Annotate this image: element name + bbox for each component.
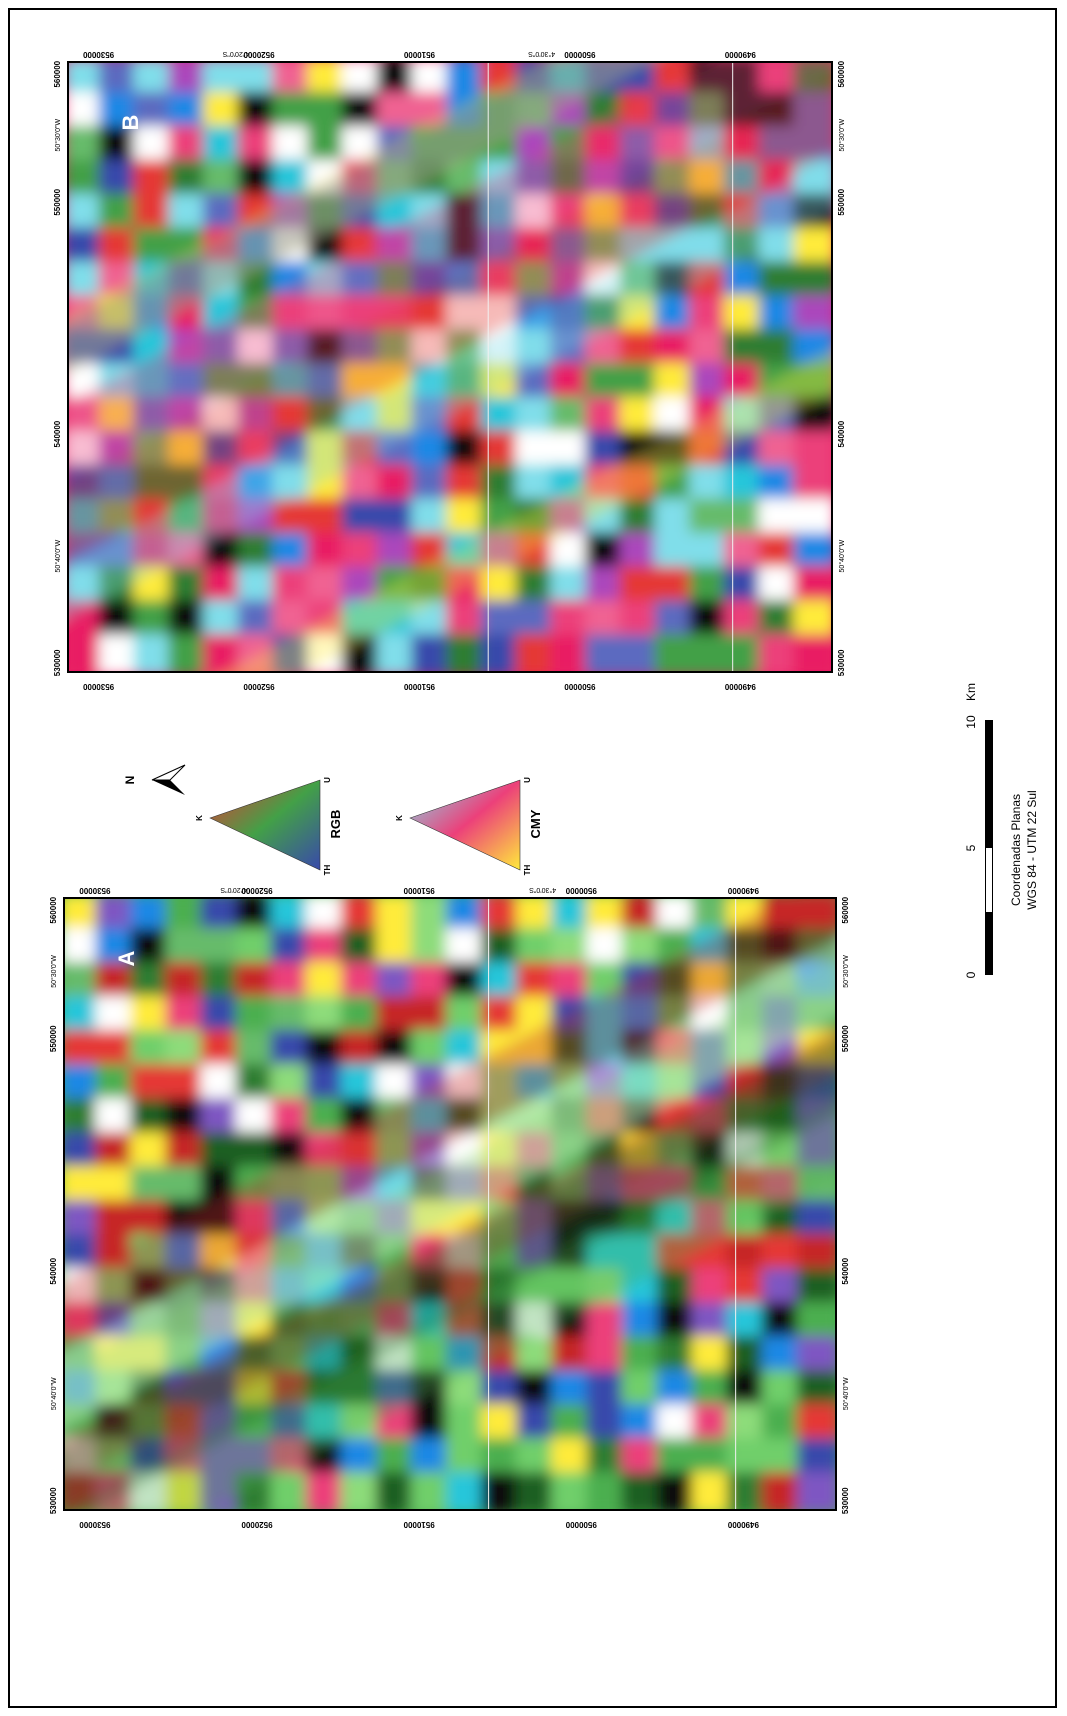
easting-label: 550000 [49, 1025, 58, 1052]
northing-label: 9490000 [727, 1520, 759, 1529]
easting-label: 560000 [53, 60, 62, 87]
longitude-label: 50°30'0"W [54, 118, 62, 151]
easting-label: 560000 [49, 896, 58, 923]
longitude-label: 50°30'0"W [842, 955, 850, 988]
easting-label: 540000 [49, 1257, 58, 1284]
rgb-legend: K TH U RGB [195, 777, 343, 875]
longitude-label: 50°40'0"W [838, 539, 846, 572]
north-letter: N [123, 776, 137, 785]
northing-label: 9530000 [82, 682, 114, 691]
cmy-title: CMY [528, 809, 543, 838]
rgb-apex-th: TH [323, 864, 332, 875]
northing-label: 9500000 [564, 682, 596, 691]
northing-label: 9520000 [243, 682, 275, 691]
cmy-apex-th: TH [523, 864, 532, 875]
longitude-label: 50°40'0"W [54, 539, 62, 572]
easting-label: 560000 [837, 60, 846, 87]
projection-line-2: WGS 84 - UTM 22 Sul [1025, 790, 1039, 909]
easting-label: 530000 [837, 649, 846, 676]
easting-label: 530000 [841, 1487, 850, 1514]
scale-bar: 0 5 10 Km [964, 683, 993, 978]
northing-label: 9510000 [403, 682, 435, 691]
northing-label: 9490000 [724, 50, 756, 59]
panel-a-border [63, 897, 837, 1511]
northing-label: 9510000 [403, 50, 435, 59]
easting-label: 550000 [53, 188, 62, 215]
easting-label: 540000 [837, 420, 846, 447]
northing-label: 9510000 [403, 1520, 435, 1529]
easting-label: 550000 [841, 1025, 850, 1052]
longitude-label: 50°40'0"W [842, 1377, 850, 1410]
longitude-label: 50°30'0"W [838, 118, 846, 151]
projection-line-1: Coordenadas Planas [1009, 794, 1023, 906]
northing-label: 9490000 [724, 682, 756, 691]
northing-label: 9500000 [564, 50, 596, 59]
easting-label: 540000 [53, 420, 62, 447]
panel-b-imagery [68, 62, 832, 672]
northing-label: 9530000 [79, 886, 111, 895]
latitude-label: 4°30'0"S [528, 50, 555, 58]
easting-label: 530000 [53, 649, 62, 676]
panel-a-imagery [64, 898, 836, 1510]
northing-label: 9510000 [403, 886, 435, 895]
panel-b-label: B [118, 115, 143, 131]
north-arrow: N [123, 764, 186, 795]
northing-label: 9490000 [727, 886, 759, 895]
panel-a-label: A [114, 951, 139, 967]
scale-unit: Km [964, 683, 978, 701]
latitude-label: 4°30'0"S [529, 886, 556, 894]
scale-tick: 0 [964, 971, 978, 978]
northing-label: 9520000 [241, 1520, 273, 1529]
cmy-apex-k: K [395, 815, 404, 821]
scale-tick: 5 [964, 844, 978, 851]
panel-a: A 9530000 9530000 9520000 9520000 9510000 9510… [49, 886, 850, 1529]
northing-label: 9530000 [79, 1520, 111, 1529]
panel-b-border [67, 61, 833, 673]
scale-tick: 10 [964, 715, 978, 729]
easting-label: 550000 [837, 188, 846, 215]
northing-label: 9520000 [241, 886, 273, 895]
cmy-legend: K TH U CMY [395, 777, 543, 875]
easting-label: 560000 [841, 896, 850, 923]
longitude-label: 50°40'0"W [50, 1377, 58, 1410]
panel-b: B 9530000 9530000 9520000 9520000 9510000 9510… [53, 50, 846, 691]
longitude-label: 50°30'0"W [50, 955, 58, 988]
northing-label: 9500000 [565, 1520, 597, 1529]
northing-label: 9500000 [565, 886, 597, 895]
easting-label: 540000 [841, 1257, 850, 1284]
northing-label: 9520000 [243, 50, 275, 59]
figure-frame [8, 8, 1057, 1708]
easting-label: 530000 [49, 1487, 58, 1514]
cmy-apex-u: U [523, 777, 532, 783]
northing-label: 9530000 [82, 50, 114, 59]
rgb-apex-k: K [195, 815, 204, 821]
rgb-apex-u: U [323, 777, 332, 783]
rgb-title: RGB [328, 810, 343, 839]
latitude-label: 4°20'0"S [220, 886, 247, 894]
latitude-label: 4°20'0"S [222, 50, 249, 58]
